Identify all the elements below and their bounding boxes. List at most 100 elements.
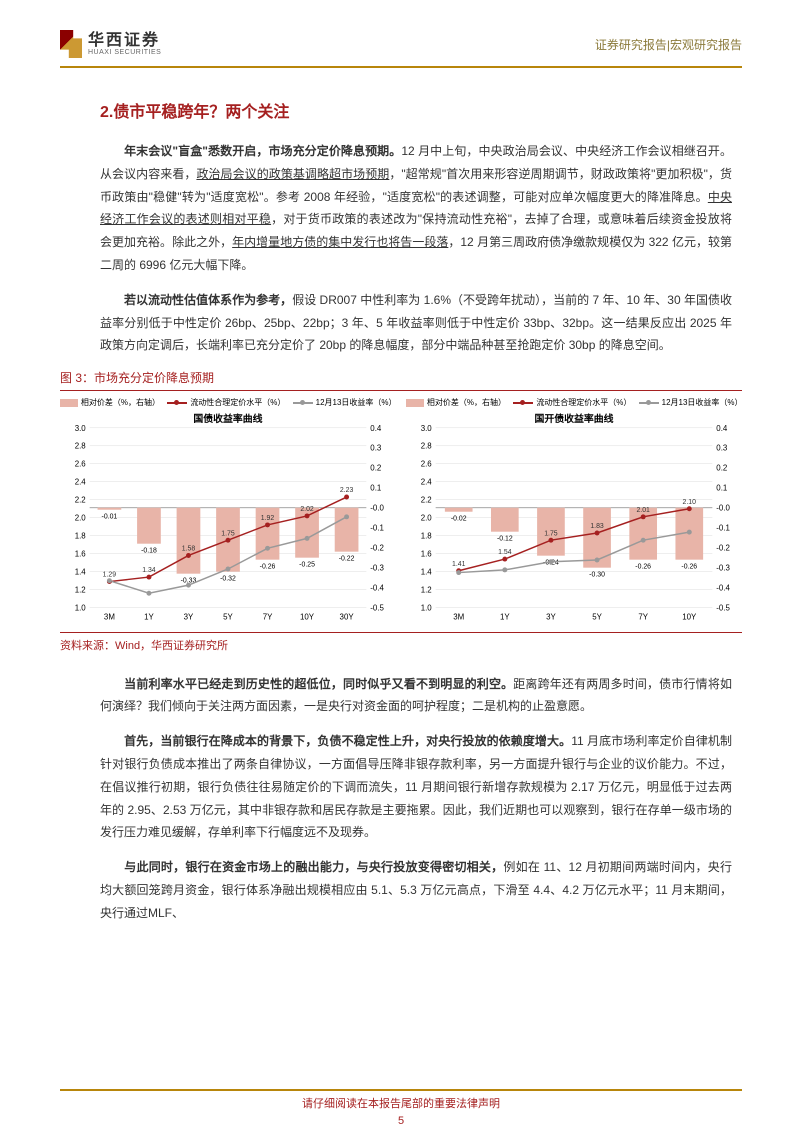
- svg-text:-0.1: -0.1: [370, 524, 384, 533]
- page-number: 5: [0, 1115, 802, 1127]
- page-header: 华西证券 HUAXI SECURITIES 证券研究报告|宏观研究报告: [60, 30, 742, 68]
- svg-text:-0.3: -0.3: [716, 564, 730, 573]
- svg-text:-0.26: -0.26: [260, 564, 276, 571]
- svg-text:2.8: 2.8: [421, 442, 433, 451]
- svg-text:国开债收益率曲线: 国开债收益率曲线: [534, 412, 613, 425]
- svg-text:-0.5: -0.5: [370, 604, 384, 613]
- footer-line: [60, 1089, 742, 1091]
- svg-text:3Y: 3Y: [546, 613, 556, 622]
- svg-text:1.75: 1.75: [544, 530, 558, 537]
- svg-text:-0.12: -0.12: [497, 536, 513, 543]
- svg-text:0.2: 0.2: [716, 464, 727, 473]
- svg-text:1.4: 1.4: [421, 568, 433, 577]
- para-3: 当前利率水平已经走到历史性的超低位，同时似乎又看不到明显的利空。距离跨年还有两周…: [60, 673, 742, 719]
- svg-text:3.0: 3.0: [75, 424, 87, 433]
- svg-text:10Y: 10Y: [300, 613, 315, 622]
- section-title: 2.债市平稳跨年？两个关注: [100, 98, 742, 122]
- svg-text:1.41: 1.41: [452, 561, 466, 568]
- svg-text:1.34: 1.34: [142, 567, 156, 574]
- svg-text:-0.0: -0.0: [370, 504, 384, 513]
- svg-text:-0.18: -0.18: [141, 548, 157, 555]
- svg-text:-0.1: -0.1: [716, 524, 730, 533]
- svg-text:2.23: 2.23: [340, 487, 354, 494]
- chart-1: 相对价差（%，右轴） 流动性合理定价水平（%） 12月13日收益率（%） 国债收…: [60, 397, 396, 627]
- svg-text:5Y: 5Y: [223, 613, 233, 622]
- svg-text:-0.02: -0.02: [451, 516, 467, 523]
- svg-text:0.3: 0.3: [370, 444, 382, 453]
- svg-text:10Y: 10Y: [682, 613, 697, 622]
- svg-text:2.4: 2.4: [421, 478, 433, 487]
- svg-text:3Y: 3Y: [184, 613, 194, 622]
- svg-text:-0.3: -0.3: [370, 564, 384, 573]
- logo-cn: 华西证券: [88, 33, 161, 49]
- svg-text:-0.0: -0.0: [716, 504, 730, 513]
- svg-text:0.4: 0.4: [370, 424, 382, 433]
- svg-text:3M: 3M: [453, 613, 464, 622]
- svg-text:2.6: 2.6: [421, 460, 433, 469]
- svg-text:国债收益率曲线: 国债收益率曲线: [193, 412, 262, 425]
- svg-text:2.0: 2.0: [421, 514, 433, 523]
- svg-text:1Y: 1Y: [500, 613, 510, 622]
- svg-text:-0.26: -0.26: [681, 564, 697, 571]
- svg-text:3.0: 3.0: [421, 424, 433, 433]
- svg-text:1.6: 1.6: [75, 550, 87, 559]
- svg-text:2.2: 2.2: [75, 496, 86, 505]
- logo-icon: [60, 30, 82, 58]
- svg-text:1.0: 1.0: [75, 604, 87, 613]
- svg-text:1.58: 1.58: [182, 546, 196, 553]
- chart-2: 相对价差（%，右轴） 流动性合理定价水平（%） 12月13日收益率（%） 国开债…: [406, 397, 742, 627]
- para-5: 与此同时，银行在资金市场上的融出能力，与央行投放变得密切相关，例如在 11、12…: [60, 856, 742, 924]
- svg-text:0.2: 0.2: [370, 464, 381, 473]
- svg-text:5Y: 5Y: [592, 613, 602, 622]
- svg-text:1.0: 1.0: [421, 604, 433, 613]
- svg-text:-0.4: -0.4: [716, 584, 730, 593]
- svg-text:0.3: 0.3: [716, 444, 728, 453]
- svg-text:2.6: 2.6: [75, 460, 87, 469]
- svg-text:2.8: 2.8: [75, 442, 87, 451]
- para-2: 若以流动性估值体系作为参考，假设 DR007 中性利率为 1.6%（不受跨年扰动…: [60, 289, 742, 357]
- svg-text:30Y: 30Y: [340, 613, 355, 622]
- svg-text:-0.25: -0.25: [299, 562, 315, 569]
- charts-row: 相对价差（%，右轴） 流动性合理定价水平（%） 12月13日收益率（%） 国债收…: [60, 397, 742, 627]
- header-right: 证券研究报告|宏观研究报告: [595, 36, 742, 53]
- svg-text:0.1: 0.1: [370, 484, 381, 493]
- svg-text:-0.5: -0.5: [716, 604, 730, 613]
- svg-text:1.2: 1.2: [421, 586, 432, 595]
- svg-text:-0.2: -0.2: [370, 544, 384, 553]
- svg-text:-0.26: -0.26: [635, 564, 651, 571]
- svg-text:1.4: 1.4: [75, 568, 87, 577]
- svg-text:1Y: 1Y: [144, 613, 154, 622]
- svg-text:2.2: 2.2: [421, 496, 432, 505]
- svg-text:2.4: 2.4: [75, 478, 87, 487]
- svg-text:1.83: 1.83: [590, 523, 604, 530]
- svg-text:-0.2: -0.2: [716, 544, 730, 553]
- svg-text:3M: 3M: [104, 613, 115, 622]
- svg-text:0.4: 0.4: [716, 424, 728, 433]
- svg-text:1.8: 1.8: [75, 532, 87, 541]
- svg-text:-0.32: -0.32: [220, 576, 236, 583]
- svg-text:1.8: 1.8: [421, 532, 433, 541]
- svg-text:2.01: 2.01: [636, 507, 650, 514]
- svg-text:2.02: 2.02: [300, 506, 314, 513]
- svg-text:2.10: 2.10: [683, 499, 697, 506]
- svg-text:7Y: 7Y: [638, 613, 648, 622]
- svg-text:-0.22: -0.22: [339, 556, 355, 563]
- svg-text:1.75: 1.75: [221, 530, 235, 537]
- svg-text:1.2: 1.2: [75, 586, 86, 595]
- para-4: 首先，当前银行在降成本的背景下，负债不稳定性上升，对央行投放的依赖度增大。11 …: [60, 730, 742, 844]
- svg-text:1.54: 1.54: [498, 549, 512, 556]
- svg-text:-0.30: -0.30: [589, 572, 605, 579]
- svg-text:2.0: 2.0: [75, 514, 87, 523]
- svg-text:1.29: 1.29: [103, 572, 117, 579]
- figure-source: 资料来源：Wind，华西证券研究所: [60, 632, 742, 653]
- footer-text: 请仔细阅读在本报告尾部的重要法律声明: [0, 1095, 802, 1111]
- logo-en: HUAXI SECURITIES: [88, 49, 161, 56]
- para-1: 年末会议"盲盒"悉数开启，市场充分定价降息预期。12 月中上旬，中央政治局会议、…: [60, 140, 742, 277]
- figure-title: 图 3：市场充分定价降息预期: [60, 369, 742, 391]
- svg-text:-0.01: -0.01: [102, 514, 118, 521]
- svg-text:1.6: 1.6: [421, 550, 433, 559]
- svg-text:1.92: 1.92: [261, 515, 275, 522]
- svg-text:0.1: 0.1: [716, 484, 727, 493]
- svg-text:-0.4: -0.4: [370, 584, 384, 593]
- svg-text:7Y: 7Y: [263, 613, 273, 622]
